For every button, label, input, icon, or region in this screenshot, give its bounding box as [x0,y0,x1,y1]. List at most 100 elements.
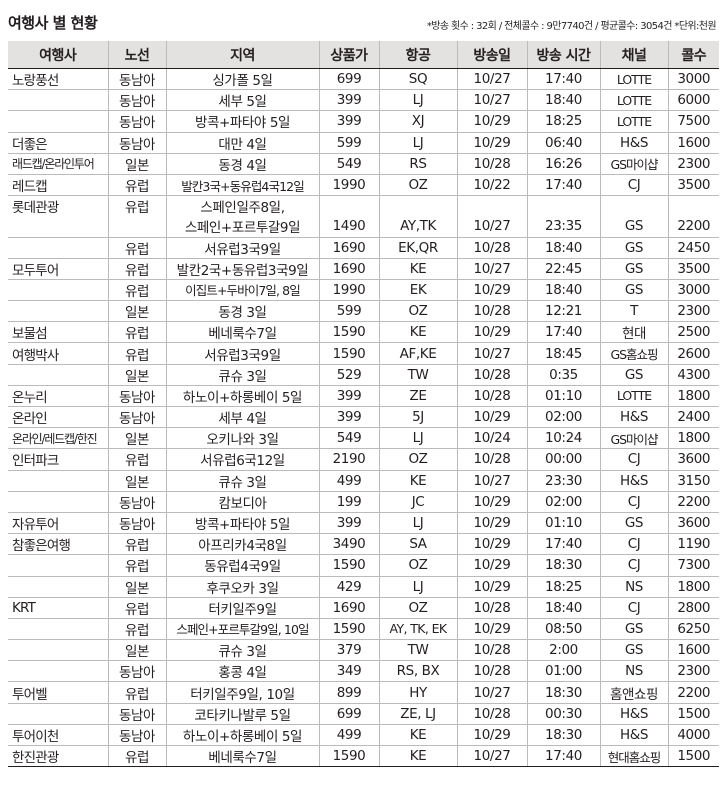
table-row: 유럽 이집트+두바이7일, 8일 1990 EK 10/29 18:40 GS 3000 [8,279,719,302]
cell-route: 동남아 [107,405,166,429]
table-row: 일본 후쿠오카 3일 429 LJ 10/29 18:25 NS 1800 [8,576,719,598]
cell-price: 599 [318,131,379,154]
col-header-region: 지역 [165,41,319,69]
cell-region: 이집트+두바이7일, 8일 [165,279,319,302]
cell-time: 12:21 [526,300,600,323]
cell-region: 세부 4일 [165,405,319,429]
cell-region: 동경 3일 [165,300,319,323]
cell-price: 549 [318,427,379,450]
cell-agency [8,364,108,386]
cell-region: 코타키나발루 5일 [165,703,319,725]
cell-region: 발칸3국+동유럽4국12일 [165,173,319,197]
cell-agency: 모두투어 [8,257,108,280]
cell-agency: 더좋은 [8,131,108,154]
cell-calls: 7500 [667,110,719,133]
cell-route: 유럽 [107,533,166,556]
cell-route: 유럽 [107,596,166,619]
cell-time: 00:30 [526,703,600,725]
cell-region: 하노이+하롱베이 5일 [165,723,319,747]
cell-price: 549 [318,152,379,175]
cell-channel: 홈앤쇼핑 [599,681,668,704]
cell-calls: 2300 [667,300,719,323]
cell-region: 세부 5일 [165,89,319,112]
cell-price: 899 [318,681,379,704]
cell-calls: 2400 [667,405,719,429]
cell-date: 10/29 [456,321,527,344]
cell-region: 큐슈 3일 [165,364,319,386]
cell-date: 10/29 [456,533,527,556]
cell-date: 10/28 [456,237,527,259]
table-row: 여행박사 유럽 서유럽3국9일 1590 AF,KE 10/27 18:45 GS홈쇼핑 260… [8,342,719,365]
cell-time: 17:40 [526,533,600,556]
col-header-channel: 채널 [599,41,668,69]
cell-airline: EK [378,279,457,302]
table-row: 동남아 방콕+파타야 5일 399 XJ 10/29 18:25 LOTTE 7500 [8,110,719,133]
table-row: 노랑풍선 동남아 싱가폴 5일 699 SQ 10/27 17:40 LOTTE 3000 [8,68,719,91]
cell-date: 10/27 [456,216,527,238]
cell-time: 18:45 [526,342,600,365]
cell-region: 베네룩수7일 [165,321,319,344]
cell-agency: KRT [8,596,108,619]
cell-channel: GS마이샵 [599,427,668,450]
header-row: 여행사 노선 지역 상품가 항공 방송일 방송 시간 채널 콜수 [8,41,719,69]
cell-region: 동유럽4국9일 [165,554,319,577]
cell-agency: 참좋은여행 [8,533,108,556]
cell-calls: 2600 [667,342,719,365]
col-header-route: 노선 [107,41,166,69]
table-row: 일본 큐슈 3일 499 KE 10/27 23:30 H&S 3150 [8,470,719,492]
cell-time: 23:35 [526,216,600,238]
cell-route: 일본 [107,576,166,598]
cell-channel: CJ [599,448,668,471]
cell-airline: AY,TK [378,216,457,238]
cell-calls: 1800 [667,427,719,450]
cell-agency [8,618,108,641]
cell-route: 유럽 [107,279,166,302]
cell-time: 17:40 [526,173,600,197]
cell-region: 터키일주9일, 10일 [165,681,319,704]
cell-route: 동남아 [107,68,166,91]
cell-region: 스페인일주8일, [165,195,319,217]
cell-route: 유럽 [107,237,166,259]
cell-airline: KE [378,744,457,768]
cell-date: 10/29 [456,723,527,747]
cell-price: 529 [318,364,379,386]
cell-time: 18:30 [526,723,600,747]
cell-airline: 5J [378,405,457,429]
table-row: 일본 큐슈 3일 529 TW 10/28 0:35 GS 4300 [8,364,719,386]
cell-route [107,216,166,238]
cell-channel: GS [599,237,668,259]
cell-date: 10/27 [456,470,527,492]
cell-channel: GS [599,618,668,641]
cell-calls: 1600 [667,639,719,662]
cell-airline: TW [378,364,457,386]
cell-airline: LJ [378,131,457,154]
cell-channel: CJ [599,173,668,197]
cell-calls: 4300 [667,364,719,386]
cell-agency [8,279,108,302]
cell-price: 1590 [318,342,379,365]
cell-price: 599 [318,300,379,323]
cell-time: 18:25 [526,110,600,133]
cell-price: 1590 [318,618,379,641]
cell-airline: LJ [378,89,457,112]
cell-price [318,195,379,217]
cell-agency [8,554,108,577]
cell-route: 유럽 [107,554,166,577]
cell-agency [8,491,108,513]
col-header-date: 방송일 [456,41,527,69]
cell-channel: LOTTE [599,384,668,408]
cell-region: 싱가폴 5일 [165,68,319,91]
cell-route: 동남아 [107,703,166,725]
cell-region: 터키일주9일 [165,596,319,619]
cell-calls: 2300 [667,660,719,683]
cell-time: 02:00 [526,405,600,429]
cell-time: 18:30 [526,681,600,704]
cell-route: 동남아 [107,511,166,535]
cell-time: 08:50 [526,618,600,641]
table-row: 온누리 동남아 하노이+하롱베이 5일 399 ZE 10/28 01:10 LOTTE 180… [8,384,719,408]
cell-time: 06:40 [526,131,600,154]
table-row: 투어이천 동남아 하노이+하롱베이 5일 499 KE 10/29 18:30 H&S 4000 [8,723,719,747]
table-row: 스페인+포르투갈9일 1490 AY,TK 10/27 23:35 GS 2200 [8,216,719,238]
table-row: 투어벨 유럽 터키일주9일, 10일 899 HY 10/27 18:30 홈앤쇼핑 2200 [8,681,719,704]
cell-route: 유럽 [107,173,166,197]
